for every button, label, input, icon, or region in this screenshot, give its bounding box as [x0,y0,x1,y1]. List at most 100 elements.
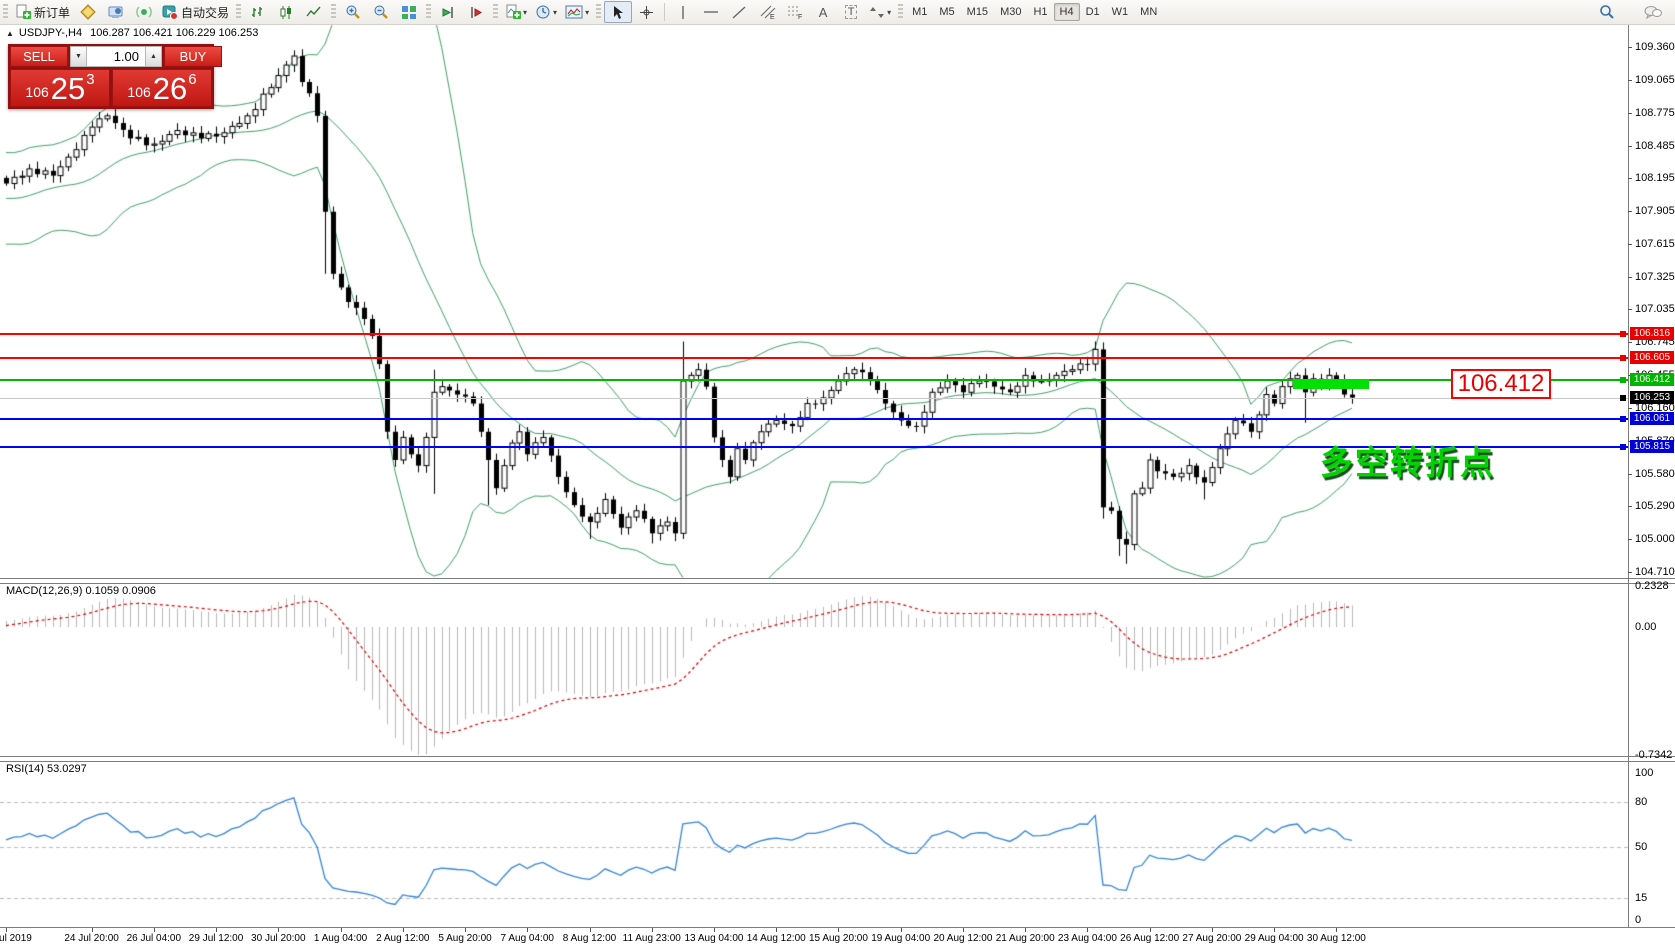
price-tick [1628,506,1632,508]
horizontal-level-line[interactable] [0,445,1628,448]
timeframe-button-m30[interactable]: M30 [1000,6,1022,18]
timeframe-button-m15[interactable]: M15 [966,6,989,18]
toolbar-grip[interactable] [898,4,904,20]
time-tick [1274,928,1276,932]
time-tick-label: 14 Aug 12:00 [746,933,806,944]
time-tick [1211,928,1213,932]
indicators-button[interactable]: ▾ [501,1,531,23]
horizontal-level-line[interactable] [0,333,1628,336]
horizontal-level-line[interactable] [0,378,1628,381]
horizontal-level-line[interactable] [0,356,1628,359]
volume-increase-button[interactable]: ▲ [145,46,162,67]
zoom-in-button[interactable] [339,1,367,23]
bar-chart-button[interactable] [244,1,272,23]
cursor-button[interactable] [604,1,633,23]
rsi-tick-label: 15 [1635,891,1648,904]
buy-button[interactable]: BUY [164,46,222,67]
tile-windows-button[interactable] [395,1,423,23]
price-tag: 105.815 [1630,439,1674,453]
buy-price[interactable]: 106 26 6 [112,69,212,107]
timeframe-button-m5[interactable]: M5 [939,6,955,18]
text-label-button[interactable]: T [837,1,865,23]
volume-input[interactable] [87,46,145,67]
pane-divider[interactable] [0,578,1675,584]
collapse-arrow-icon[interactable]: ▲ [6,28,14,38]
price-tick [1628,113,1632,114]
time-tick-label: 5 Aug 20:00 [438,933,492,944]
price-callout[interactable]: 106.412 [1451,369,1551,399]
highlight-zone[interactable] [1293,379,1369,389]
timeframe-button-mn[interactable]: MN [1140,6,1158,18]
horizontal-level-line[interactable] [0,418,1628,421]
channel-button[interactable]: E [753,1,781,23]
horizontal-level-line[interactable] [0,397,1628,399]
zoom-out-button[interactable] [367,1,395,23]
price-tick [1628,145,1632,147]
text-button[interactable]: A [809,1,837,23]
toolbar-grip[interactable] [596,4,602,20]
svg-text:F: F [798,14,802,20]
time-tick-label: 30 Aug 12:00 [1306,933,1366,944]
arrows-icon [870,6,885,18]
timeframe-button-h4[interactable]: H4 [1053,3,1080,21]
timeframe-button-w1[interactable]: W1 [1111,6,1129,18]
line-axis-marker [1620,354,1626,361]
time-tick [900,928,902,932]
price-tick [1628,408,1632,410]
search-button[interactable] [1593,1,1621,23]
timeframe-button-d1[interactable]: D1 [1085,6,1100,18]
search-icon [1600,5,1614,19]
time-tick [402,928,404,932]
time-tick-label: 13 Aug 04:00 [684,933,744,944]
time-tick [340,928,342,932]
toolbar-grip[interactable] [3,4,8,20]
sell-button[interactable]: SELL [10,46,68,67]
auto-scroll-button[interactable] [434,1,462,23]
toolbar-grip[interactable] [426,4,432,20]
chat-button[interactable] [1639,1,1667,23]
timeframe-button-m1[interactable]: M1 [912,6,928,18]
candlestick-chart-button[interactable] [272,1,300,23]
line-chart-button[interactable] [300,1,328,23]
rsi-tick-label: 80 [1635,796,1648,809]
signals-button[interactable] [130,1,158,23]
price-tick [1628,538,1632,540]
price-tick-label: 108.485 [1635,139,1675,152]
pane-divider[interactable] [0,756,1675,762]
buy-price-big: 26 [152,71,188,106]
fibonacci-button[interactable]: F [781,1,809,23]
trendline-button[interactable] [725,1,753,23]
auto-scroll-icon [442,6,453,18]
market-watch-button[interactable] [74,1,102,23]
chart-shift-button[interactable] [462,1,490,23]
volume-decrease-button[interactable]: ▼ [70,46,87,67]
toolbar-grip[interactable] [236,4,242,20]
periods-button[interactable]: ▾ [531,1,561,23]
time-tick-label: 30 Jul 20:00 [251,933,306,944]
navigator-button[interactable] [102,1,130,23]
new-order-button[interactable]: 新订单 [11,1,74,23]
toolbar-grip[interactable] [493,4,499,20]
price-axis-line [1628,24,1629,927]
price-tick [1628,243,1632,245]
templates-button[interactable]: ▾ [561,1,593,23]
crosshair-button[interactable] [632,1,660,23]
chart-annotation[interactable]: 多空转折点 [1320,444,1495,481]
sell-price[interactable]: 106 25 3 [10,69,110,107]
vertical-line-button[interactable] [669,1,697,23]
time-axis[interactable]: 23 Jul 2019 24 Jul 20:00 26 Jul 04:00 29 Ju… [0,927,1675,946]
bar-chart-icon [252,6,263,17]
timeframe-button-h1[interactable]: H1 [1033,6,1048,18]
horizontal-line-button[interactable] [697,1,725,23]
time-tick-label: 7 Aug 04:00 [500,933,554,944]
price-tag: 106.061 [1630,412,1674,426]
price-tag: 106.605 [1630,350,1674,364]
toolbar-grip[interactable] [331,4,337,20]
arrows-button[interactable]: ▾ [865,1,895,23]
autotrading-button[interactable]: 自动交易 [158,1,233,23]
price-tick [1628,276,1632,278]
chevron-down-icon: ▾ [523,7,528,17]
line-axis-marker [1620,376,1626,383]
